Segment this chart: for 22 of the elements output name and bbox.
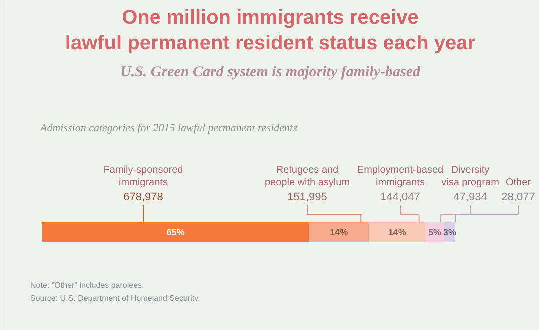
annotation: 14%: [330, 228, 348, 238]
data-label: 144,047: [380, 192, 420, 204]
data-label: 28,077: [502, 192, 536, 204]
text: Note: "Other" includes parolees.: [30, 281, 144, 290]
source-note: Source: U.S. Department of Homeland Security.: [30, 294, 200, 303]
text: Family-sponsored immigrants: [104, 164, 184, 188]
data-label: 47,934: [454, 192, 488, 204]
text: Diversity visa program: [442, 164, 500, 188]
bar: [42, 222, 310, 242]
text: Other: [506, 178, 532, 188]
data-label: 678,978: [124, 192, 164, 204]
annotation: 3%: [443, 228, 456, 238]
bar: [309, 222, 370, 242]
chart-title: One million immigrants receive lawful permanent resident status each year: [65, 7, 476, 54]
bar: [369, 222, 426, 242]
annotation: 65%: [166, 228, 185, 238]
annotation: 5%: [428, 228, 442, 238]
text: Refugees and people with asylum: [264, 164, 350, 188]
annotation: 14%: [388, 228, 406, 238]
chart-subtitle: U.S. Green Card system is majority family-based: [120, 64, 421, 80]
text: Admission categories for 2015 lawful permanent residents: [40, 122, 298, 134]
data-label: 151,995: [288, 192, 328, 204]
